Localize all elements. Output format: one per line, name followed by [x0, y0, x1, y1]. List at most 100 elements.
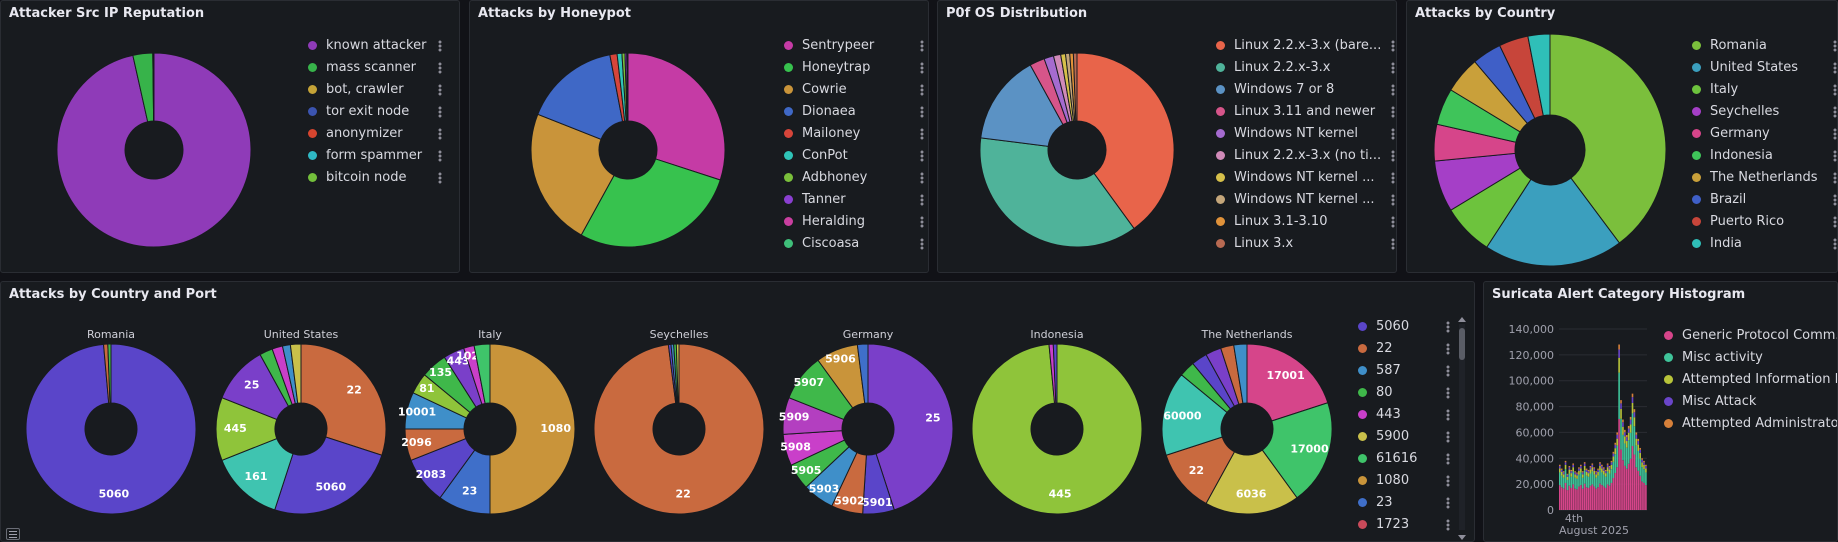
histogram-bar[interactable]: [1622, 434, 1624, 461]
histogram-bar[interactable]: [1608, 469, 1611, 474]
port-donut-0-slice-0[interactable]: [25, 343, 197, 515]
legend-item[interactable]: Italy: [1692, 81, 1837, 99]
histogram-bar[interactable]: [1603, 474, 1605, 487]
histogram-bar[interactable]: [1606, 464, 1609, 468]
legend-item[interactable]: known attacker: [308, 37, 442, 55]
histogram-bar[interactable]: [1616, 434, 1619, 439]
histogram-bar[interactable]: [1572, 463, 1575, 465]
legend-item[interactable]: ConPot: [784, 147, 924, 165]
legend-item[interactable]: Indonesia: [1692, 147, 1837, 165]
legend-item[interactable]: bot, crawler: [308, 81, 442, 99]
histogram-bar[interactable]: [1639, 447, 1641, 450]
legend-item[interactable]: mass scanner: [308, 59, 442, 77]
histogram-bar[interactable]: [1633, 417, 1636, 427]
more-options-icon[interactable]: [438, 40, 442, 52]
histogram-bar[interactable]: [1599, 483, 1601, 510]
legend-item[interactable]: 1080: [1358, 472, 1450, 490]
histogram-bar[interactable]: [1589, 485, 1592, 510]
histogram-bar[interactable]: [1587, 476, 1590, 488]
more-options-icon[interactable]: [1446, 321, 1450, 333]
histogram-bar[interactable]: [1591, 467, 1594, 472]
histogram-bar[interactable]: [1616, 467, 1619, 510]
histogram-bar[interactable]: [1580, 485, 1582, 510]
histogram-bar[interactable]: [1643, 462, 1645, 465]
legend-item[interactable]: United States: [1692, 59, 1837, 77]
more-options-icon[interactable]: [920, 238, 924, 250]
more-options-icon[interactable]: [1391, 194, 1395, 206]
histogram-bar[interactable]: [1612, 461, 1615, 479]
histogram-bar[interactable]: [1595, 472, 1597, 475]
histogram-bar[interactable]: [1633, 454, 1636, 510]
more-options-icon[interactable]: [920, 62, 924, 74]
histogram-bar[interactable]: [1597, 468, 1599, 470]
histogram-bar[interactable]: [1572, 471, 1575, 485]
histogram-bar[interactable]: [1576, 472, 1578, 474]
os-slice-1[interactable]: [979, 137, 1135, 248]
histogram-bar[interactable]: [1612, 453, 1615, 457]
histogram-bar[interactable]: [1574, 471, 1576, 473]
legend-item[interactable]: Linux 2.2.x-3.x (bare...: [1216, 37, 1395, 55]
histogram-bar[interactable]: [1597, 475, 1599, 488]
histogram-bar[interactable]: [1587, 473, 1590, 477]
histogram-bar[interactable]: [1570, 476, 1573, 488]
histogram-bar[interactable]: [1637, 470, 1640, 510]
histogram-bar[interactable]: [1645, 464, 1647, 467]
honeypot-slice-1[interactable]: [580, 158, 721, 248]
histogram-bar[interactable]: [1643, 482, 1645, 510]
histogram-bar[interactable]: [1625, 468, 1628, 510]
histogram-bar[interactable]: [1601, 468, 1603, 473]
legend-item[interactable]: Romania: [1692, 37, 1837, 55]
histogram-bar[interactable]: [1620, 449, 1622, 510]
port-donut-6-slice-2[interactable]: [1205, 449, 1298, 515]
histogram-bar[interactable]: [1631, 397, 1634, 403]
histogram-bar[interactable]: [1568, 473, 1571, 486]
histogram-bar[interactable]: [1631, 393, 1634, 398]
histogram-bar[interactable]: [1635, 434, 1638, 439]
histogram-bar[interactable]: [1635, 467, 1638, 510]
histogram-bar[interactable]: [1562, 477, 1565, 489]
histogram-bar[interactable]: [1568, 485, 1571, 510]
honeypot-slice-9[interactable]: [626, 52, 629, 122]
histogram-bar[interactable]: [1568, 467, 1571, 470]
histogram-bar[interactable]: [1559, 468, 1561, 473]
histogram-bar[interactable]: [1610, 462, 1613, 465]
histogram-bar[interactable]: [1629, 419, 1632, 425]
legend-item[interactable]: Heralding: [784, 213, 924, 231]
legend-item[interactable]: Linux 3.1-3.10: [1216, 213, 1395, 231]
histogram-bar[interactable]: [1610, 460, 1613, 463]
legend-item[interactable]: Linux 2.2.x-3.x (no ti...: [1216, 147, 1395, 165]
histogram-bar[interactable]: [1631, 446, 1634, 510]
os-slice-0[interactable]: [1076, 52, 1175, 230]
histogram-bar[interactable]: [1622, 426, 1624, 435]
histogram-bar[interactable]: [1627, 463, 1630, 510]
histogram-bar[interactable]: [1606, 463, 1609, 465]
histogram-bar[interactable]: [1608, 473, 1611, 486]
more-options-icon[interactable]: [1446, 519, 1450, 531]
histogram-bar[interactable]: [1560, 469, 1563, 472]
legend-item[interactable]: tor exit node: [308, 103, 442, 121]
more-options-icon[interactable]: [1833, 62, 1837, 74]
histogram-bar[interactable]: [1601, 472, 1603, 486]
more-options-icon[interactable]: [438, 62, 442, 74]
histogram-bar[interactable]: [1608, 466, 1611, 468]
histogram-bar[interactable]: [1595, 474, 1597, 478]
histogram-bar[interactable]: [1576, 473, 1578, 476]
histogram-bar[interactable]: [1585, 475, 1588, 488]
histogram-bar[interactable]: [1585, 469, 1588, 472]
histogram-bar[interactable]: [1625, 437, 1628, 442]
histogram-bar[interactable]: [1641, 459, 1643, 463]
legend-item[interactable]: Windows NT kernel ...: [1216, 191, 1395, 209]
country-slice-1[interactable]: [1486, 177, 1621, 267]
histogram-bar[interactable]: [1572, 467, 1575, 472]
legend-scrollbar-track[interactable]: [1459, 324, 1465, 530]
histogram-bar[interactable]: [1560, 468, 1563, 470]
histogram-bar[interactable]: [1566, 474, 1569, 477]
port-donut-4-slice-9[interactable]: [856, 343, 869, 404]
histogram-bar[interactable]: [1585, 471, 1588, 476]
more-options-icon[interactable]: [1446, 343, 1450, 355]
histogram-bar[interactable]: [1572, 484, 1575, 510]
histogram-bar[interactable]: [1639, 458, 1641, 476]
legend-item[interactable]: Misc Attack: [1664, 393, 1837, 411]
legend-item[interactable]: Mailoney: [784, 125, 924, 143]
more-options-icon[interactable]: [1391, 84, 1395, 96]
